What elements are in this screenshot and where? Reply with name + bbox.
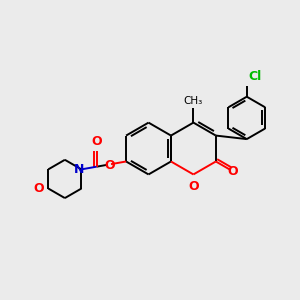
Text: O: O bbox=[34, 182, 44, 195]
Text: O: O bbox=[91, 135, 102, 148]
Text: O: O bbox=[104, 158, 115, 172]
Text: Cl: Cl bbox=[248, 70, 262, 83]
Text: CH₃: CH₃ bbox=[184, 96, 203, 106]
Text: O: O bbox=[188, 180, 199, 193]
Text: O: O bbox=[228, 165, 238, 178]
Text: N: N bbox=[74, 163, 84, 176]
